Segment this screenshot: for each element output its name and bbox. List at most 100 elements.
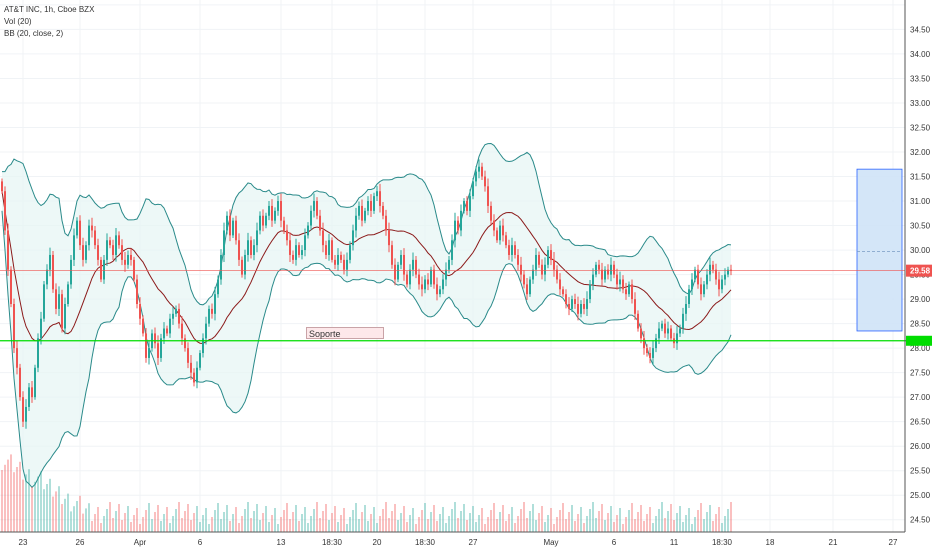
volume-bar [697,510,699,532]
volume-bar [247,502,249,532]
volume-bar [268,522,270,532]
candle-body [457,220,459,231]
volume-bar [445,523,447,532]
candle-body [559,279,561,290]
candle-body [637,313,639,329]
candle-body [166,328,168,334]
candle-body [229,215,231,236]
candle-body [466,201,468,211]
volume-bar [79,495,81,532]
volume-bar [337,522,339,532]
candle-body [409,269,411,285]
candle-body [337,254,339,265]
volume-bar [667,511,669,532]
volume-bar [430,512,432,532]
volume-bar [265,506,267,532]
volume-bar [163,514,165,532]
candle-body [478,166,480,172]
price-tick-label: 26.50 [910,418,931,427]
volume-bar [301,514,303,532]
candle-body [412,259,414,270]
candle-body [121,245,123,260]
legend-title[interactable]: AT&T INC, 1h, Cboe BZX [4,5,95,14]
volume-bar [553,524,555,532]
time-tick-label: 18:30 [322,538,343,547]
support-label[interactable]: Soporte [306,327,384,339]
candle-body [538,254,540,265]
candle-body [55,289,57,309]
candle-body [247,240,249,255]
volume-bar [382,509,384,532]
volume-bar [82,513,84,532]
candle-body [685,304,687,314]
volume-bar [343,508,345,532]
volume-bar [154,512,156,532]
candle-body [76,220,78,236]
volume-bar [643,521,645,532]
volume-bar [34,481,36,532]
volume-bar [517,516,519,532]
candle-body [688,289,690,304]
candle-body [472,181,474,197]
volume-bar [583,523,585,532]
volume-bar [607,513,609,532]
volume-bar [448,516,450,532]
candle-body [385,215,387,231]
candle-body [403,254,405,275]
candle-body [100,259,102,280]
candle-body [511,245,513,255]
candle-body [40,318,42,339]
time-tick-label: 18:30 [712,538,733,547]
volume-bar [526,518,528,532]
price-tick-label: 33.50 [910,74,931,83]
candle-body [325,245,327,255]
legend-volume[interactable]: Vol (20) [4,17,32,26]
volume-bar [622,524,624,532]
volume-bar [262,513,264,532]
price-tick-label: 34.50 [910,25,931,34]
chart-legend: AT&T INC, 1h, Cboe BZX Vol (20) BB (20, … [4,4,94,40]
volume-bar [724,516,726,532]
candle-body [721,279,723,290]
candle-body [295,245,297,260]
volume-bar [475,522,477,532]
volume-bar [472,506,474,532]
candle-body [481,166,483,177]
volume-bar [316,502,318,532]
volume-bar [721,523,723,532]
volume-bar [190,520,192,532]
legend-bollinger[interactable]: BB (20, close, 2) [4,29,64,38]
candle-body [226,215,228,231]
volume-bar [235,507,237,532]
candle-body [658,328,660,339]
price-tick-label: 28.00 [910,344,931,353]
volume-bar [631,503,633,532]
volume-bar [286,503,288,532]
candle-body [625,289,627,295]
volume-bar [169,523,171,532]
volume-bar [118,504,120,532]
volume-bar [628,510,630,532]
candle-body [61,294,63,329]
volume-bar [289,519,291,532]
candle-body [439,289,441,295]
candle-body [112,245,114,255]
volume-bar [292,512,294,532]
volume-bar [565,519,567,532]
candle-body [544,264,546,275]
candle-body [505,235,507,246]
volume-bar [328,520,330,532]
candle-body [319,215,321,231]
candle-body [19,367,21,398]
candle-body [352,230,354,246]
candle-body [628,284,630,295]
candle-body [46,269,48,285]
candle-body [589,284,591,300]
candle-body [244,254,246,275]
candle-body [604,269,606,280]
candle-body [427,279,429,285]
price-tick-label: 25.00 [910,491,931,500]
volume-bar [478,515,480,532]
